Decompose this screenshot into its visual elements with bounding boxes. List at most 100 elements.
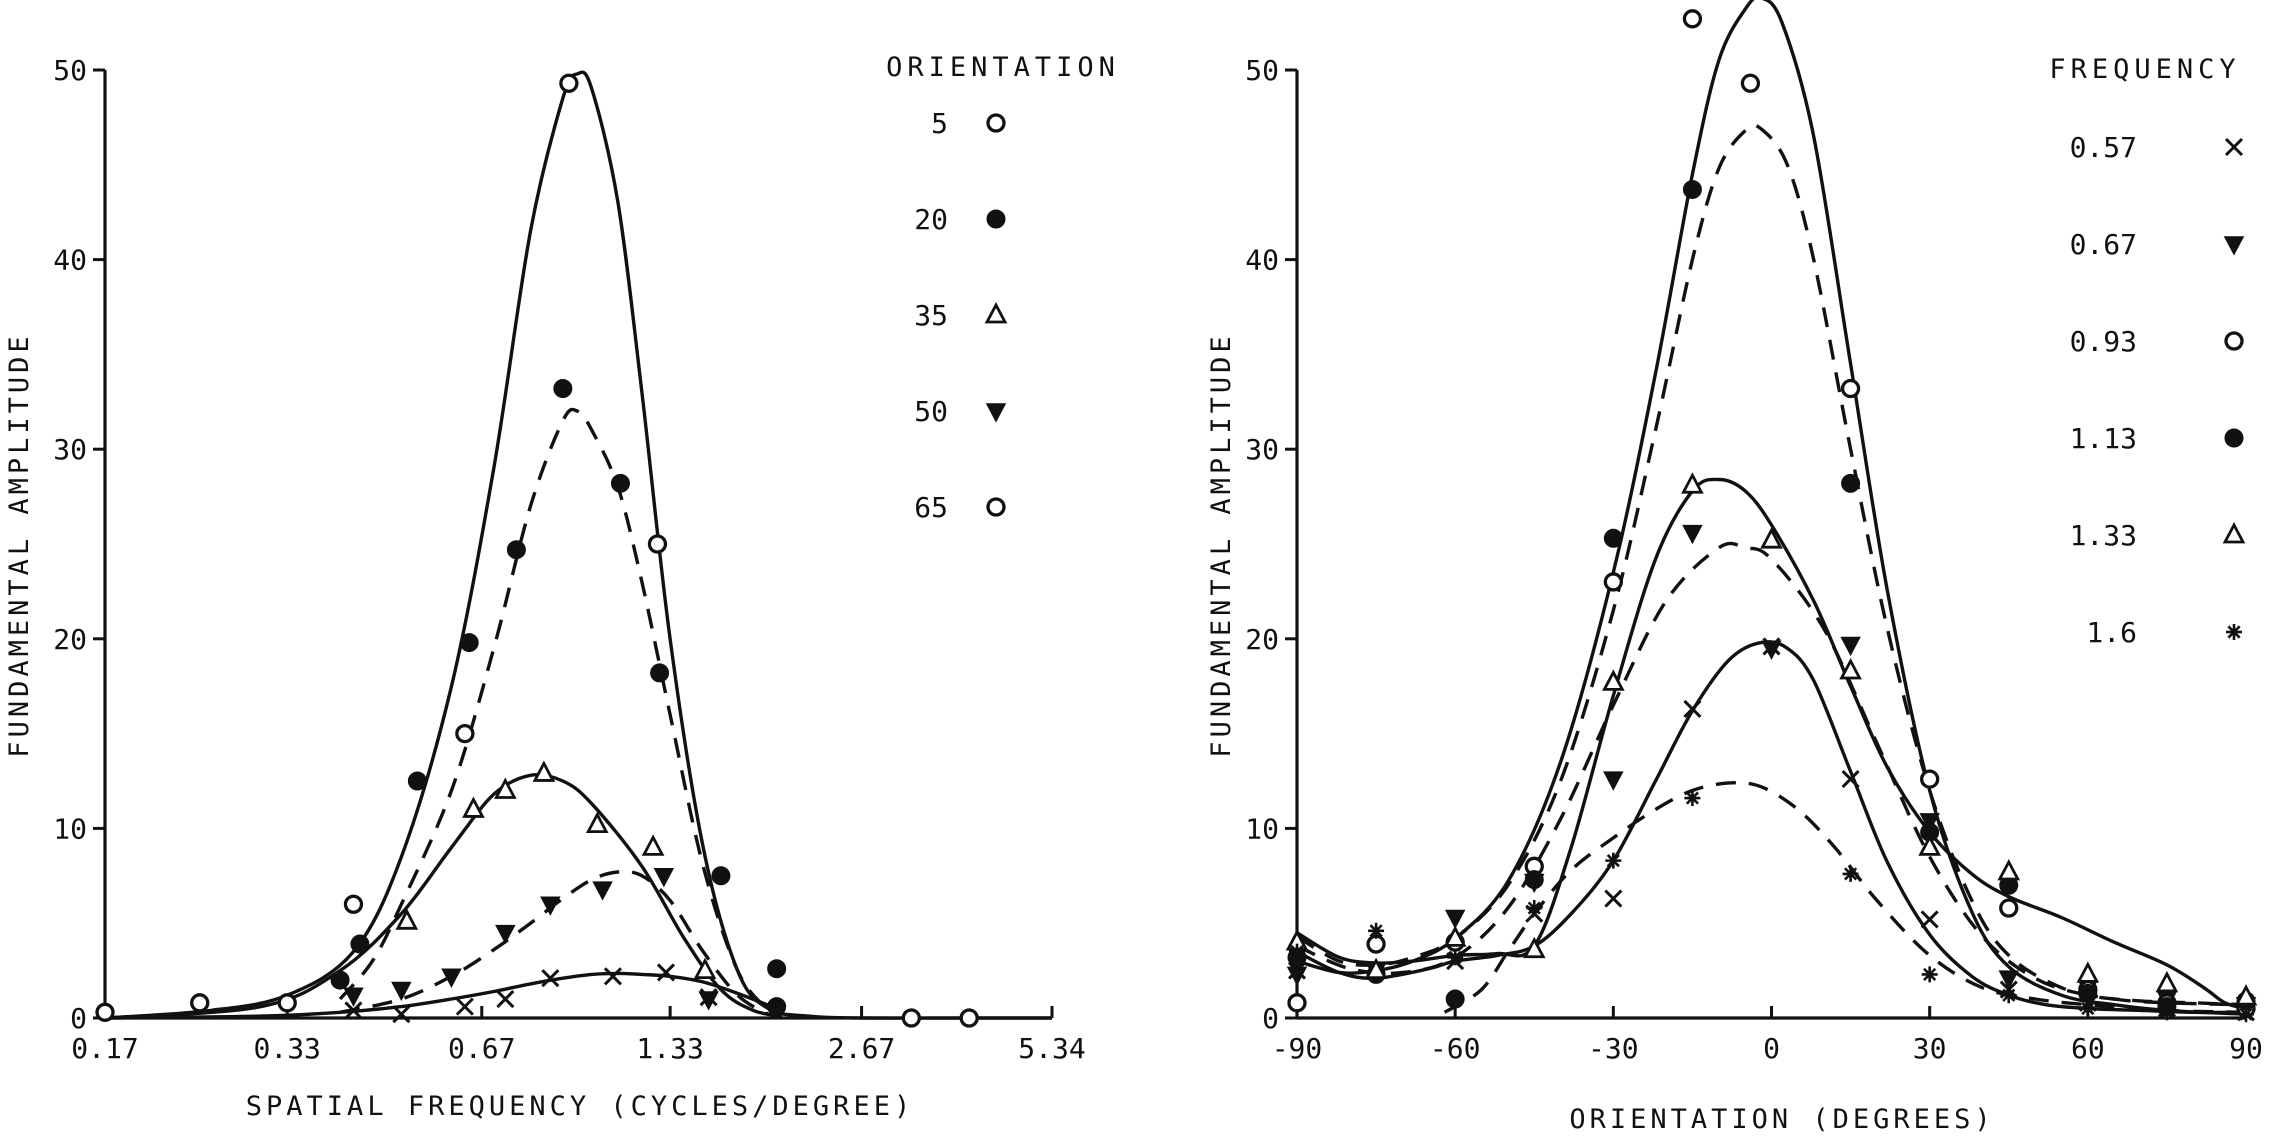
data-point-50 <box>653 868 675 888</box>
data-point-5-shape <box>277 993 297 1013</box>
data-point-20 <box>506 540 526 560</box>
data-point-1.6-stroke <box>1448 950 1462 964</box>
data-point-20 <box>610 473 630 493</box>
data-point-0.67 <box>1286 966 1308 986</box>
data-point-0.93 <box>1682 9 1703 29</box>
x-tick-label: 1.33 <box>636 1032 703 1065</box>
data-point-1.6-stroke <box>2160 1005 2174 1019</box>
x-tick-label: 60 <box>2071 1032 2105 1065</box>
y-tick-label: 0 <box>1262 1002 1279 1035</box>
legend-label: 5 <box>931 107 948 140</box>
data-point-unlabeled <box>603 967 622 986</box>
data-point-50 <box>441 968 462 988</box>
data-point-1.6 <box>1368 922 1385 939</box>
data-point-20 <box>407 771 427 791</box>
y-tick-label: 10 <box>1245 812 1279 845</box>
data-point-1.33 <box>1760 527 1783 549</box>
data-point-50 <box>698 991 719 1011</box>
data-point-50-shape <box>391 981 412 1002</box>
data-point-unlabeled <box>541 969 560 988</box>
x-tick-label: 5.34 <box>1018 1032 1085 1065</box>
data-point-1.33 <box>2234 984 2258 1006</box>
data-point-0.57 <box>1683 699 1702 719</box>
data-point-0.67-shape <box>1761 640 1782 660</box>
legend-marker <box>2222 522 2246 544</box>
legend-marker-stroke <box>2224 137 2244 157</box>
x-tick-label: 90 <box>2229 1032 2263 1065</box>
data-point-5 <box>959 1008 979 1028</box>
data-point-20-shape <box>711 866 731 886</box>
data-point-unlabeled-stroke <box>496 989 515 1009</box>
data-point-0.67 <box>1761 640 1782 660</box>
data-point-1.33 <box>1364 957 1388 979</box>
data-point-0.67 <box>1840 636 1861 657</box>
legend-marker-shape <box>2224 428 2244 448</box>
data-point-1.33 <box>1681 472 1704 494</box>
legend-marker-shape <box>986 497 1006 517</box>
data-point-35 <box>585 811 609 834</box>
x-axis-title: ORIENTATION (DEGREES) <box>1569 1104 1994 1135</box>
data-point-0.57-stroke <box>1841 770 1860 789</box>
data-point-unlabeled-stroke <box>699 988 718 1007</box>
data-point-5-shape <box>959 1008 979 1028</box>
data-point-1.6-stroke <box>2081 1001 2095 1016</box>
data-point-1.6-stroke <box>1527 901 1541 915</box>
data-point-50-shape <box>653 868 675 888</box>
data-point-20 <box>350 934 370 954</box>
data-point-1.33-shape <box>1918 834 1941 856</box>
data-point-1.6-stroke <box>1844 867 1858 881</box>
data-point-1.33 <box>1602 669 1625 691</box>
data-point-1.13-shape <box>1603 528 1623 548</box>
data-point-35 <box>532 760 556 782</box>
legend-marker-shape <box>2222 522 2246 544</box>
data-point-1.33-shape <box>1839 658 1862 680</box>
data-point-1.33-shape <box>1602 669 1625 691</box>
data-point-0.67 <box>1444 909 1466 930</box>
data-point-5 <box>343 894 364 914</box>
data-point-0.67 <box>1998 970 2019 990</box>
legend-label: 0.67 <box>2070 228 2137 261</box>
y-tick-label: 50 <box>53 54 87 87</box>
x-tick-label: 0.67 <box>448 1032 515 1065</box>
data-point-20-shape <box>767 997 787 1017</box>
data-point-1.33 <box>1443 925 1467 947</box>
y-tick-label: 40 <box>53 244 87 277</box>
data-point-0.93-shape <box>1920 769 1940 789</box>
legend-marker <box>2226 624 2242 640</box>
data-point-unlabeled-stroke <box>541 969 560 988</box>
legend-marker-shape <box>986 209 1006 229</box>
data-point-5-shape <box>647 534 668 554</box>
data-point-1.6-stroke <box>1685 791 1699 805</box>
data-point-20-shape <box>330 970 350 990</box>
data-point-1.6 <box>1447 949 1464 966</box>
y-tick-label: 30 <box>1245 433 1279 466</box>
data-point-5 <box>559 73 579 93</box>
data-point-35-shape <box>693 957 717 979</box>
data-point-0.93 <box>1840 378 1861 399</box>
data-point-unlabeled <box>656 963 676 982</box>
x-tick-label: -30 <box>1588 1032 1639 1065</box>
data-point-5-shape <box>343 894 364 914</box>
legend-marker <box>2224 331 2244 351</box>
data-point-0.93 <box>1999 898 2019 918</box>
data-point-unlabeled <box>392 1005 411 1024</box>
data-point-35-shape <box>641 834 665 856</box>
data-point-1.6 <box>1684 790 1701 807</box>
x-tick-label: -60 <box>1430 1032 1481 1065</box>
data-point-20-shape <box>767 959 787 979</box>
data-point-1.6-stroke <box>1290 945 1304 959</box>
fit-curve-0.67 <box>1296 541 2247 1007</box>
legend-label: 20 <box>914 203 948 236</box>
data-point-0.57-stroke <box>1920 910 1939 929</box>
chart-panel-2: 0 10 20 30 40 50 -90 -60 -30 0 30 60 90 ORIENTATION (… <box>1206 0 2263 1135</box>
legend-marker-shape <box>985 403 1007 423</box>
data-point-0.57 <box>1604 889 1623 908</box>
legend-title: FREQUENCY <box>2049 54 2240 85</box>
legend-marker <box>984 302 1008 324</box>
data-point-1.6 <box>2000 987 2017 1004</box>
data-point-1.6-stroke <box>1606 854 1620 868</box>
data-point-35-shape <box>494 777 517 799</box>
data-point-1.13-shape <box>1841 473 1861 493</box>
data-point-50-shape <box>592 881 613 901</box>
